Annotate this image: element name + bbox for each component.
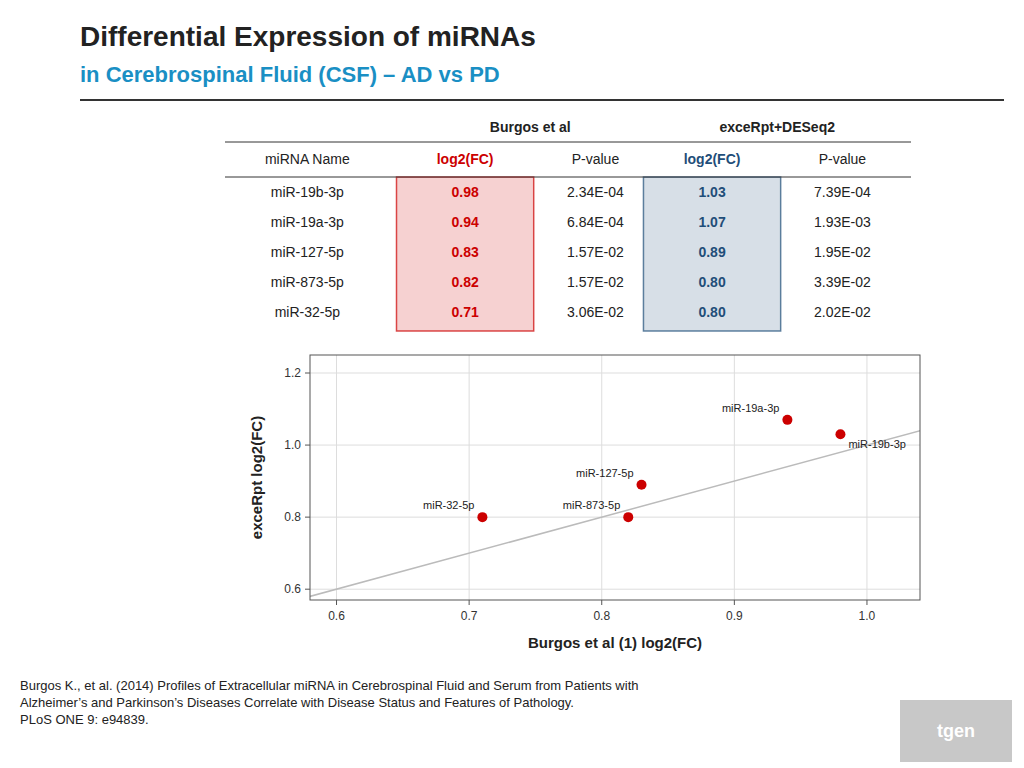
title-rule <box>80 99 1004 101</box>
y-axis-label: exceRpt log2(FC) <box>248 416 265 539</box>
tick-x <box>734 600 735 605</box>
tick-label-x: 0.7 <box>461 609 478 623</box>
row-label: miR-873-5p <box>271 274 344 290</box>
figure: Differential Expression of miRNAs in Cere… <box>0 0 1024 768</box>
group-header: Burgos et al <box>490 119 571 135</box>
tick-y <box>305 517 310 518</box>
point <box>637 480 647 490</box>
table-cell: 0.80 <box>698 274 725 290</box>
table-cell: 6.84E-04 <box>567 214 624 230</box>
column-header: P-value <box>819 151 867 167</box>
table-cell: 2.34E-04 <box>567 184 624 200</box>
citation-line: Alzheimer’s and Parkinson’s Diseases Cor… <box>20 695 574 710</box>
point-label: miR-873-5p <box>563 499 620 511</box>
plot-frame <box>310 355 920 600</box>
grid-line-x <box>336 355 337 600</box>
row-label: miR-19a-3p <box>271 214 344 230</box>
column-highlight <box>397 177 534 331</box>
title: Differential Expression of miRNAs <box>80 21 536 52</box>
table-cell: 1.03 <box>698 184 725 200</box>
citation-line: Burgos K., et al. (2014) Profiles of Ext… <box>20 678 638 693</box>
plot-background <box>310 355 920 600</box>
table-cell: 0.71 <box>451 304 478 320</box>
row-label: miR-32-5p <box>275 304 341 320</box>
table-cell: 0.80 <box>698 304 725 320</box>
tick-x <box>336 600 337 605</box>
tick-label-x: 1.0 <box>859 609 876 623</box>
logo-box <box>900 700 1012 762</box>
logo-text: tgen <box>937 721 975 741</box>
tick-y <box>305 445 310 446</box>
point-label: miR-19a-3p <box>722 402 779 414</box>
citation: Burgos K., et al. (2014) Profiles of Ext… <box>20 678 638 727</box>
point-label: miR-127-5p <box>576 467 633 479</box>
table-cell: 1.95E-02 <box>814 244 871 260</box>
table-cell: 0.83 <box>451 244 478 260</box>
table-cell: 1.57E-02 <box>567 274 624 290</box>
tick-x <box>601 600 602 605</box>
table-cell: 0.94 <box>451 214 478 230</box>
tick-label-y: 1.2 <box>284 366 301 380</box>
table-cell: 1.93E-03 <box>814 214 871 230</box>
point <box>782 415 792 425</box>
column-header: miRNA Name <box>265 151 350 167</box>
column-header: P-value <box>572 151 620 167</box>
tick-x <box>469 600 470 605</box>
column-highlight <box>643 177 780 331</box>
table-rule <box>225 142 911 143</box>
grid-line-x <box>866 355 867 600</box>
grid-line-y <box>310 373 920 374</box>
table-cell: 0.98 <box>451 184 478 200</box>
tick-y <box>305 373 310 374</box>
row-label: miR-127-5p <box>271 244 344 260</box>
citation-line: PLoS ONE 9: e94839. <box>20 712 149 727</box>
table-cell: 3.39E-02 <box>814 274 871 290</box>
table-cell: 3.06E-02 <box>567 304 624 320</box>
scatter-plot: 0.6 0.7 0.8 0.9 1.0 0.6 0.8 1.0 1.2 miR-19b-3p miR… <box>284 355 1024 623</box>
tick-x <box>866 600 867 605</box>
table-cell: 1.07 <box>698 214 725 230</box>
grid-line-y <box>310 445 920 446</box>
tick-label-x: 0.9 <box>726 609 743 623</box>
table: Burgos et al exceRpt+DESeq2 miRNA Name log2… <box>225 119 911 331</box>
point <box>623 512 633 522</box>
grid-line-x <box>469 355 470 600</box>
grid-line-x <box>734 355 735 600</box>
table-cell: 2.02E-02 <box>814 304 871 320</box>
table-cell: 0.82 <box>451 274 478 290</box>
tick-label-y: 1.0 <box>284 438 301 452</box>
table-cell: 1.57E-02 <box>567 244 624 260</box>
tick-y <box>305 589 310 590</box>
plot-data <box>310 355 920 600</box>
identity-line <box>310 355 920 600</box>
tick-label-x: 0.8 <box>593 609 610 623</box>
grid-line-y <box>310 589 920 590</box>
tick-label-y: 0.6 <box>284 582 301 596</box>
table-cell: 7.39E-04 <box>814 184 871 200</box>
column-header: log2(FC) <box>684 151 741 167</box>
row-label: miR-19b-3p <box>271 184 344 200</box>
table-rule <box>225 177 911 178</box>
x-axis-label: Burgos et al (1) log2(FC) <box>528 634 702 651</box>
column-header: log2(FC) <box>437 151 494 167</box>
point <box>835 429 845 439</box>
point-label: miR-32-5p <box>423 499 474 511</box>
point <box>477 512 487 522</box>
table-cell: 0.89 <box>698 244 725 260</box>
tick-label-x: 0.6 <box>328 609 345 623</box>
tick-label-y: 0.8 <box>284 510 301 524</box>
subtitle: in Cerebrospinal Fluid (CSF) – AD vs PD <box>80 62 500 87</box>
point-label: miR-19b-3p <box>848 438 905 450</box>
grid-line-y <box>310 517 920 518</box>
group-header: exceRpt+DESeq2 <box>719 119 835 135</box>
